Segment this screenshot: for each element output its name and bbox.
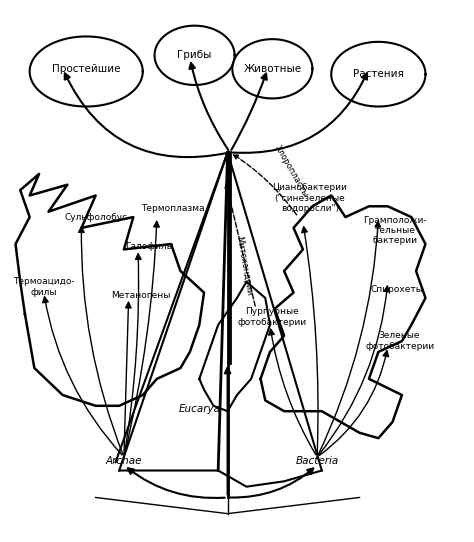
Text: Цианобактерии
("синезеленые
водоросли"): Цианобактерии ("синезеленые водоросли") (273, 183, 347, 213)
Text: Термоплазма: Термоплазма (142, 204, 205, 214)
Text: Archae: Archae (106, 456, 142, 466)
Text: Зеленые
фотобактерии: Зеленые фотобактерии (365, 331, 434, 351)
Text: Bacteria: Bacteria (295, 456, 339, 466)
Text: Сульфолобус: Сульфолобус (64, 212, 127, 222)
Text: Грибы: Грибы (177, 50, 212, 60)
Text: Грамположи-
тельные
бактерии: Грамположи- тельные бактерии (363, 216, 427, 246)
Text: Простейшие: Простейшие (52, 64, 120, 74)
Text: Животные: Животные (243, 64, 301, 74)
Text: Хлоропласты: Хлоропласты (273, 144, 310, 199)
Text: Митохондрии: Митохондрии (235, 235, 254, 296)
Text: Растения: Растения (353, 69, 404, 79)
Text: Eucaryа: Eucaryа (178, 403, 220, 414)
Text: Спирохеты: Спирохеты (371, 286, 424, 294)
Text: Галофилы: Галофилы (126, 242, 174, 251)
Text: Термоацидо-
филы: Термоацидо- филы (13, 278, 74, 297)
Text: Пурпурные
фотобактерии: Пурпурные фотобактерии (238, 307, 307, 326)
Text: Метаногены: Метаногены (111, 291, 170, 300)
